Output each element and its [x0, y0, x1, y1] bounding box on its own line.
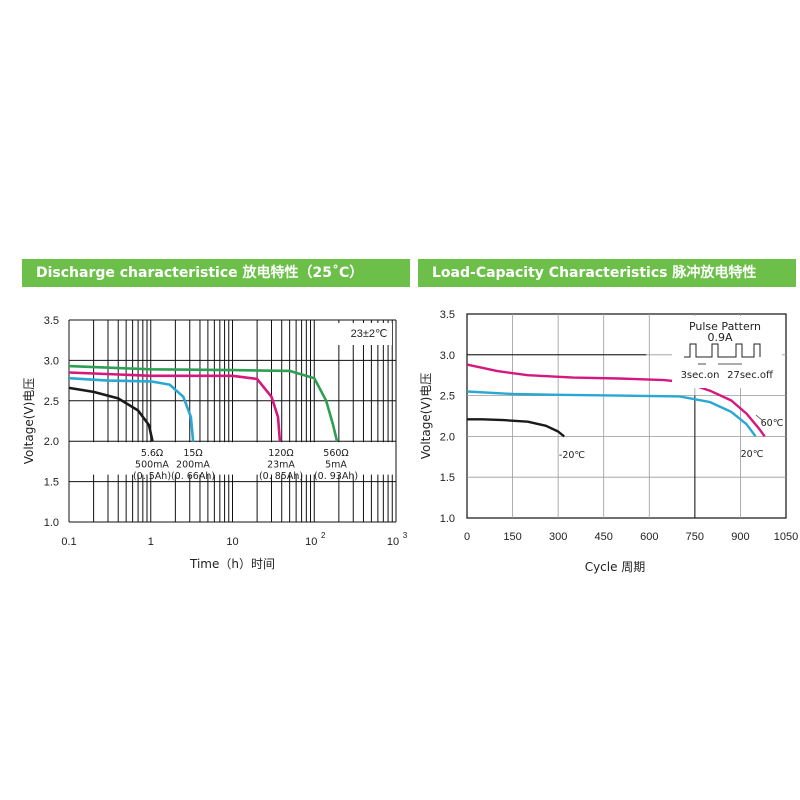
- annotation-mask: [70, 442, 395, 475]
- x-axis-label: Cycle 周期: [585, 560, 646, 574]
- load-annotation-2-line-2: (0. 85Ah): [259, 471, 303, 482]
- x-tick-label: 10: [226, 536, 238, 548]
- y-tick-label: 3.5: [44, 315, 59, 327]
- load-annotation-2-line-0: 120Ω: [268, 448, 293, 459]
- load-annotation-0-line-2: (0. 5Ah): [133, 471, 171, 482]
- pulse-on-label: 3sec.on: [681, 370, 720, 381]
- load-annotation-0-line-1: 500mA: [135, 460, 169, 471]
- pulse-pattern-title: Pulse Pattern: [689, 320, 761, 333]
- x-tick-label: 600: [640, 531, 658, 543]
- x-tick-label-exponent: 3: [403, 531, 408, 540]
- x-tick-label: 150: [503, 531, 521, 543]
- x-tick-label: 0.1: [61, 536, 76, 548]
- load-annotation-1-line-0: 15Ω: [183, 448, 202, 459]
- x-tick-label: 10: [305, 536, 317, 548]
- pulse-off-label: 27sec.off: [727, 370, 774, 381]
- load-annotation-3-line-2: (0. 93Ah): [314, 471, 358, 482]
- pulse-waveform-icon: [684, 343, 761, 358]
- y-tick-label: 3.0: [440, 350, 455, 362]
- y-tick-label: 2.5: [44, 396, 59, 408]
- y-tick-label: 1.5: [440, 472, 455, 484]
- load-annotation-1-line-1: 200mA: [176, 460, 210, 471]
- load-annotation-3-line-0: 560Ω: [323, 448, 348, 459]
- y-tick-label: 3.5: [440, 309, 455, 321]
- discharge-curve-3: [68, 364, 339, 442]
- load-capacity-chart-banner: Load-Capacity Characteristics 脉冲放电特性: [418, 259, 796, 287]
- x-tick-label: 1050: [774, 531, 798, 543]
- x-tick-label: 450: [595, 531, 613, 543]
- condition-label-mask: [332, 323, 392, 345]
- load-annotation-3-line-1: 5mA: [325, 460, 347, 471]
- y-tick-label: 2.5: [440, 391, 455, 403]
- x-tick-label: 300: [549, 531, 567, 543]
- plot-frame: [466, 313, 787, 519]
- x-tick-label-exponent: 2: [321, 531, 326, 540]
- y-tick-label: 1.0: [440, 513, 455, 525]
- y-tick-label: 3.0: [44, 355, 59, 367]
- discharge-curve-0: [68, 386, 154, 442]
- discharge-curve-1: [68, 376, 195, 442]
- y-tick-label: 1.5: [44, 477, 59, 489]
- leader-line: [755, 414, 764, 422]
- y-tick-label: 2.0: [440, 431, 455, 443]
- load-annotation-0-line-0: 5.6Ω: [141, 448, 163, 459]
- discharge-chart-banner: Discharge characteristice 放电特性（25˚C）: [22, 259, 410, 287]
- y-tick-label: 1.0: [44, 517, 59, 529]
- load-annotation-1-line-2: (0. 66Ah): [171, 471, 215, 482]
- pulse-curve-0: [467, 418, 565, 438]
- series-label-minus20c: -20℃: [559, 450, 586, 461]
- x-tick-label: 1: [148, 536, 154, 548]
- x-tick-label: 0: [464, 531, 470, 543]
- y-axis-label: Voltage(V)电压: [22, 378, 36, 465]
- y-tick-label: 2.0: [44, 436, 59, 448]
- x-axis-label: Time（h）时间: [189, 557, 275, 571]
- x-tick-label: 750: [686, 531, 704, 543]
- y-axis-label: Voltage(V)电压: [419, 373, 433, 460]
- pulse-curve-1: [466, 390, 757, 438]
- series-label-20c: 20℃: [741, 449, 764, 460]
- x-tick-label: 10: [387, 536, 399, 548]
- discharge-curve-2: [68, 371, 282, 442]
- temperature-condition-label: 23±2℃: [351, 328, 388, 340]
- series-label-60c: 60℃: [761, 418, 784, 429]
- pulse-current-label: 0.9A: [707, 331, 732, 344]
- x-tick-label: 900: [731, 531, 749, 543]
- load-annotation-2-line-1: 23mA: [267, 460, 295, 471]
